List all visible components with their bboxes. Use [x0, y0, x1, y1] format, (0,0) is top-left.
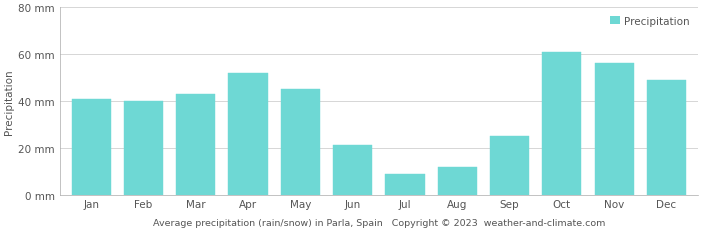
- Bar: [437, 167, 477, 195]
- Bar: [228, 73, 267, 195]
- Y-axis label: Precipitation: Precipitation: [4, 69, 14, 134]
- X-axis label: Average precipitation (rain/snow) in Parla, Spain   Copyright © 2023  weather-an: Average precipitation (rain/snow) in Par…: [152, 218, 605, 227]
- Bar: [333, 146, 372, 195]
- Bar: [542, 52, 581, 195]
- Legend: Precipitation: Precipitation: [607, 13, 693, 30]
- Bar: [281, 90, 320, 195]
- Bar: [385, 174, 425, 195]
- Bar: [72, 99, 111, 195]
- Bar: [176, 94, 216, 195]
- Bar: [124, 101, 163, 195]
- Bar: [647, 80, 686, 195]
- Bar: [490, 137, 529, 195]
- Bar: [595, 64, 634, 195]
